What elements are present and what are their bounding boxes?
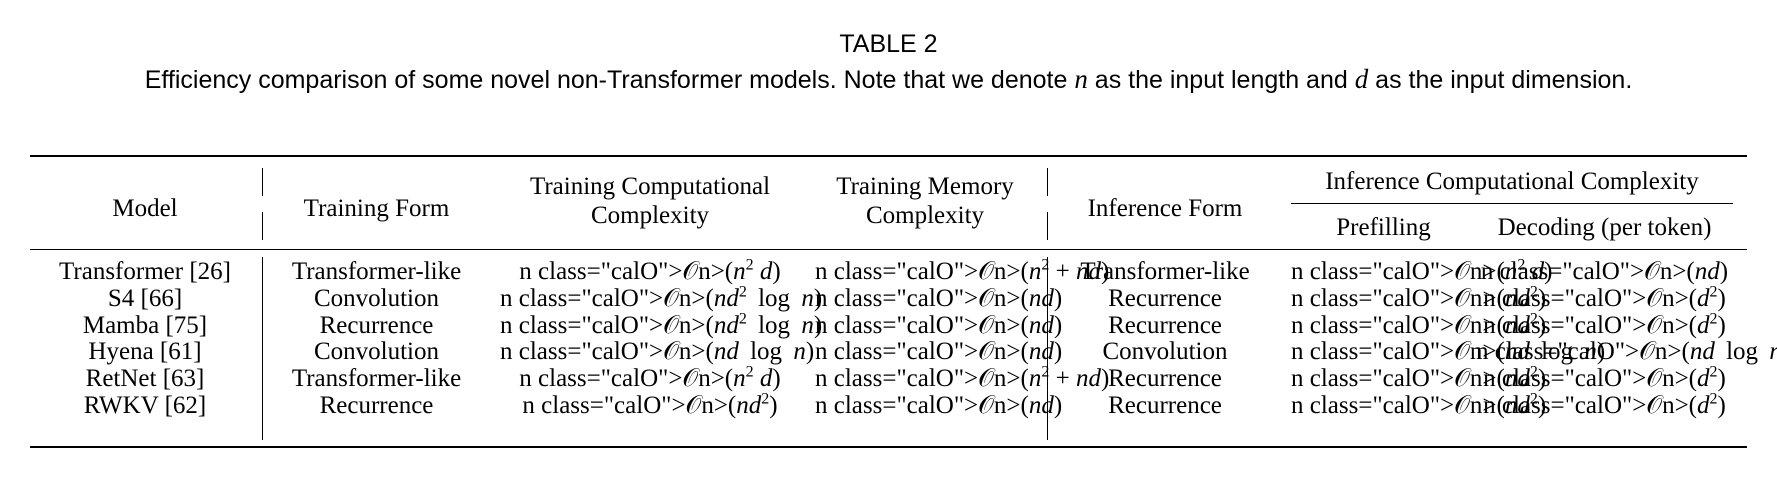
cell-inference-form: Recurrence	[1108, 392, 1222, 419]
caption-text-2: as the input length and	[1087, 66, 1355, 94]
cell-training-mem: n class="calO">𝒪n>(n2 + nd)	[815, 256, 1110, 285]
cell-decoding: n class="calO">𝒪n>(d2)	[1483, 310, 1726, 339]
cell-training-comp: n class="calO">𝒪n>(nd log n)	[500, 338, 815, 365]
header-training-comp: Training Computational Complexity	[529, 173, 771, 229]
table-top-rule	[30, 155, 1747, 157]
cell-training-comp: n class="calO">𝒪n>(n2 d)	[519, 363, 781, 392]
caption-text-1: Efficiency comparison of some novel non-…	[144, 66, 1075, 94]
cell-decoding: n class="calO">𝒪n>(nd)	[1480, 258, 1729, 285]
cell-training-mem: n class="calO">𝒪n>(n2 + nd)	[815, 363, 1110, 392]
table-header-rule	[30, 249, 1747, 250]
body-separator-2	[1047, 257, 1048, 440]
cell-prefilling: n class="calO">𝒪n>(nd2)	[1291, 363, 1547, 392]
header-training-mem: Training Memory Complexity	[836, 173, 1014, 229]
cell-training-mem: n class="calO">𝒪n>(nd)	[815, 338, 1063, 365]
cell-decoding: n class="calO">𝒪n>(d2)	[1483, 283, 1726, 312]
cell-inference-form: Recurrence	[1108, 312, 1222, 339]
table-caption: Efficiency comparison of some novel non-…	[0, 64, 1777, 95]
cell-training-comp: n class="calO">𝒪n>(nd2 log n)	[500, 310, 823, 339]
header-decoding: Decoding (per token)	[1497, 214, 1712, 241]
cell-prefilling: n class="calO">𝒪n>(nd2)	[1291, 390, 1547, 419]
cell-model: Hyena [61]	[88, 338, 202, 365]
header-separator-2a	[1047, 168, 1048, 196]
header-separator-2b	[1047, 212, 1048, 240]
cell-training-comp: n class="calO">𝒪n>(nd2)	[522, 390, 778, 419]
header-separator-1a	[262, 168, 263, 196]
header-training-form: Training Form	[303, 195, 450, 222]
header-prefilling: Prefilling	[1336, 214, 1431, 241]
caption-var-n: n	[1074, 64, 1088, 94]
cell-training-mem: n class="calO">𝒪n>(nd)	[815, 392, 1063, 419]
header-inference-form: Inference Form	[1087, 195, 1243, 222]
cell-model: RWKV [62]	[83, 392, 207, 419]
cell-training-comp: n class="calO">𝒪n>(n2 d)	[519, 256, 781, 285]
table-bottom-rule	[30, 446, 1747, 448]
header-separator-1b	[262, 212, 263, 240]
cell-prefilling: n class="calO">𝒪n>(nd2)	[1291, 310, 1547, 339]
cell-training-form: Convolution	[313, 338, 439, 365]
cell-model: S4 [66]	[107, 285, 183, 312]
cell-prefilling: n class="calO">𝒪n>(nd log n)	[1291, 338, 1606, 365]
header-inference-comp: Inference Computational Complexity	[1325, 168, 1699, 195]
cell-training-form: Transformer-like	[291, 258, 462, 285]
caption-var-d: d	[1354, 64, 1369, 94]
table-label: TABLE 2	[839, 30, 938, 58]
cell-training-form: Recurrence	[319, 392, 434, 419]
cell-decoding: n class="calO">𝒪n>(d2)	[1483, 390, 1726, 419]
inference-subheader-rule	[1291, 203, 1733, 204]
body-separator-1	[262, 257, 263, 440]
caption-text-3: as the input dimension.	[1368, 66, 1633, 94]
cell-inference-form: Recurrence	[1108, 285, 1222, 312]
cell-inference-form: Recurrence	[1108, 365, 1222, 392]
cell-prefilling: n class="calO">𝒪n>(n2 d)	[1291, 256, 1553, 285]
cell-prefilling: n class="calO">𝒪n>(nd2)	[1291, 283, 1547, 312]
cell-model: Transformer [26]	[59, 258, 231, 285]
cell-training-comp: n class="calO">𝒪n>(nd2 log n)	[500, 283, 823, 312]
cell-inference-form: Transformer-like	[1080, 258, 1250, 285]
cell-model: RetNet [63]	[85, 365, 205, 392]
cell-training-mem: n class="calO">𝒪n>(nd)	[815, 285, 1063, 312]
cell-training-form: Transformer-like	[291, 365, 462, 392]
cell-training-mem: n class="calO">𝒪n>(nd)	[815, 312, 1063, 339]
header-model: Model	[112, 195, 178, 222]
cell-decoding: n class="calO">𝒪n>(nd log n)	[1476, 338, 1777, 365]
cell-training-form: Recurrence	[319, 312, 434, 339]
cell-inference-form: Convolution	[1102, 338, 1228, 365]
cell-decoding: n class="calO">𝒪n>(d2)	[1483, 363, 1726, 392]
cell-training-form: Convolution	[313, 285, 439, 312]
cell-model: Mamba [75]	[82, 312, 208, 339]
